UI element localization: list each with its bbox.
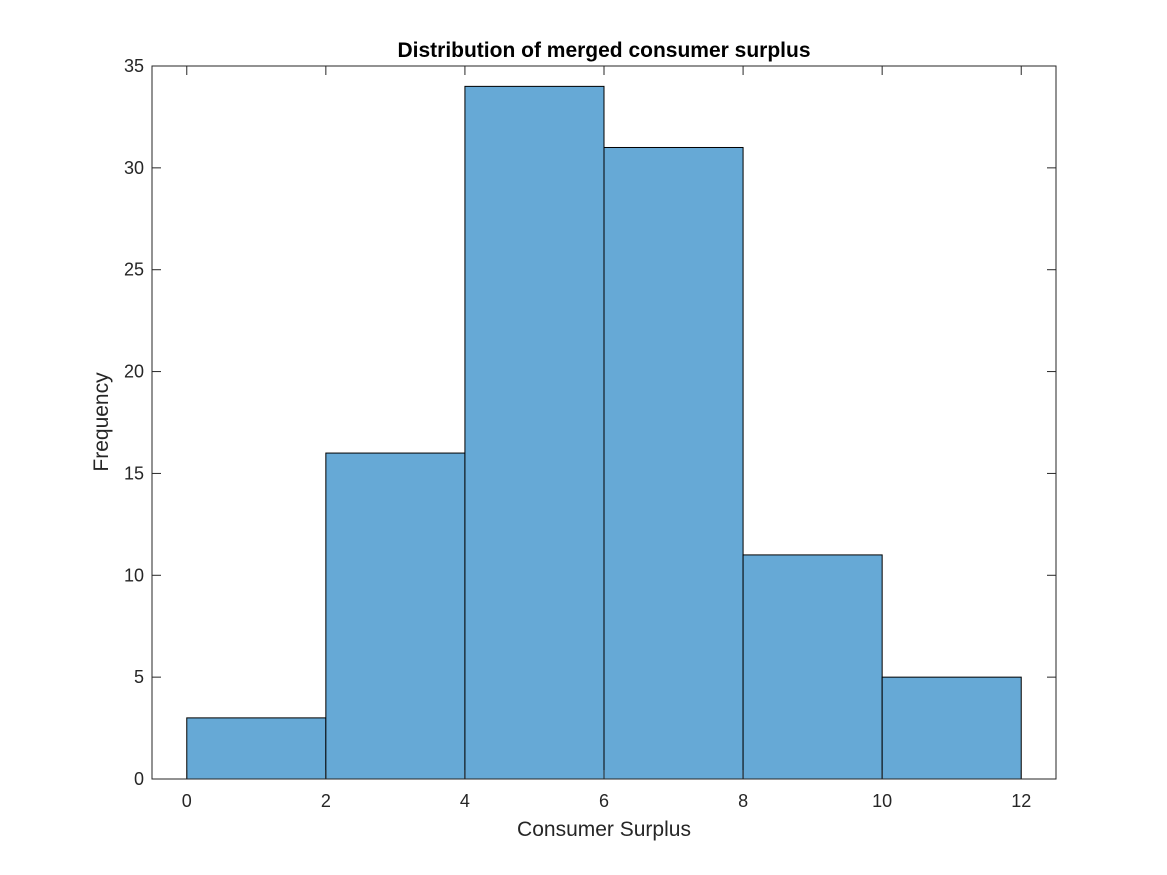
y-tick-label-3: 15 (124, 463, 144, 483)
y-tick-label-5: 25 (124, 260, 144, 280)
x-tick-label-0: 0 (182, 791, 192, 811)
histogram-bar-4 (742, 554, 883, 780)
y-tick-label-4: 20 (124, 362, 144, 382)
plot-frame (151, 65, 1057, 780)
y-tick-label-1: 5 (134, 667, 144, 687)
x-tick-label-6: 12 (1011, 791, 1031, 811)
y-tick-label-7: 35 (124, 56, 144, 76)
chart-title: Distribution of merged consumer surplus (397, 39, 810, 62)
x-tick-label-3: 6 (599, 791, 609, 811)
histogram-bar-5 (881, 676, 1022, 780)
x-axis-title: Consumer Surplus (517, 818, 691, 841)
x-tick-label-1: 2 (321, 791, 331, 811)
y-tick-label-0: 0 (134, 769, 144, 789)
y-axis-title: Frequency (90, 372, 113, 472)
bars-group (186, 85, 1022, 780)
histogram-bar-2 (464, 85, 605, 780)
x-tick-label-5: 10 (872, 791, 892, 811)
histogram-bar-3 (603, 146, 744, 780)
ticks-group: 0 2 4 6 8 10 12 0 5 10 15 20 25 30 35 (124, 56, 1056, 811)
y-tick-label-2: 10 (124, 565, 144, 585)
histogram-bar-1 (325, 452, 466, 780)
x-tick-label-2: 4 (460, 791, 470, 811)
histogram-bar-0 (186, 717, 327, 780)
x-tick-label-4: 8 (738, 791, 748, 811)
y-tick-label-6: 30 (124, 158, 144, 178)
